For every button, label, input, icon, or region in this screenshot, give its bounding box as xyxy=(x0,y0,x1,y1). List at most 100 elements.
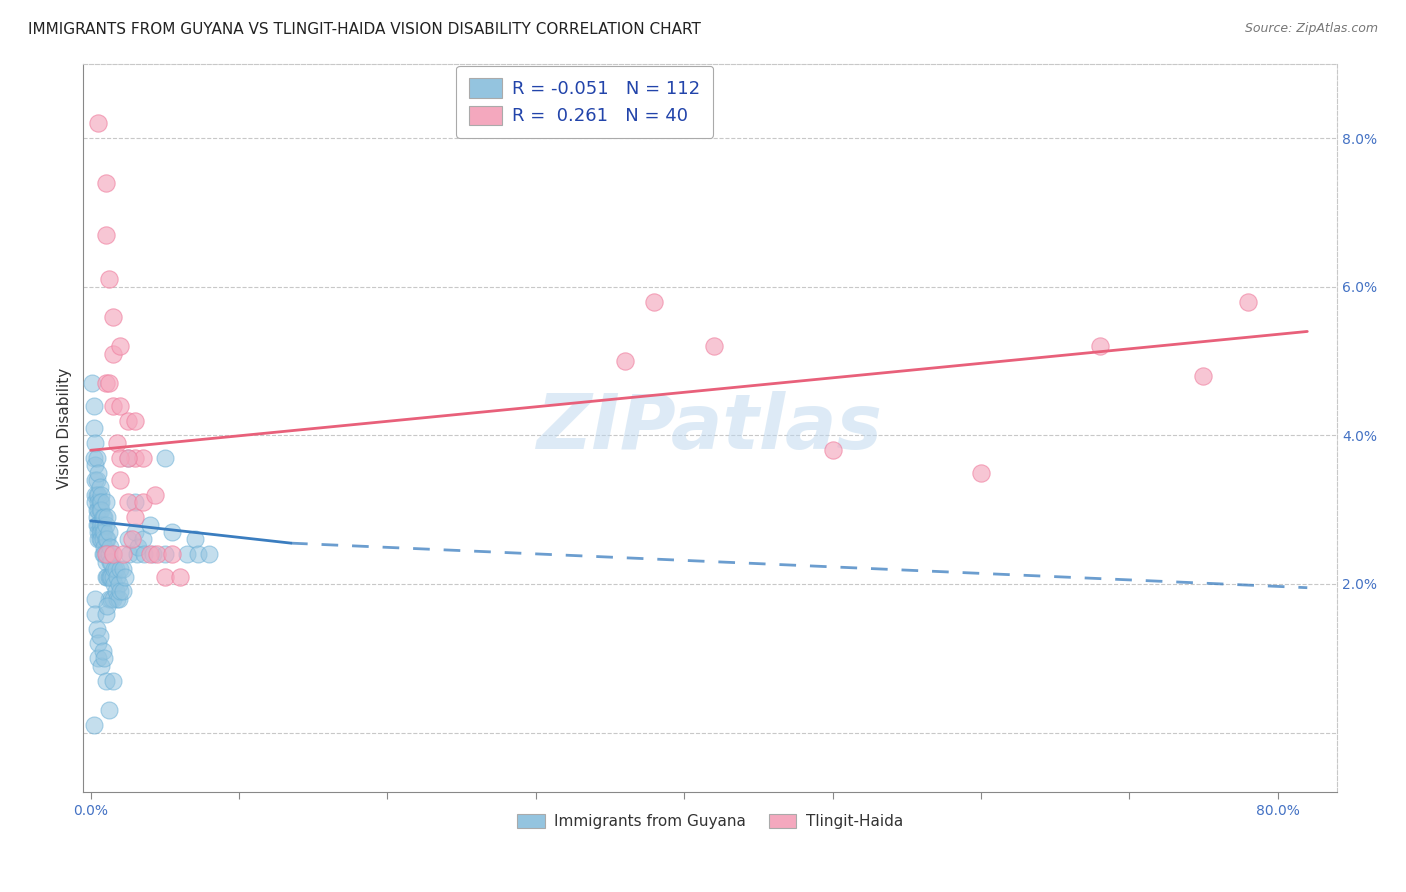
Point xyxy=(91,644,114,658)
Point xyxy=(139,517,162,532)
Point xyxy=(90,495,112,509)
Point xyxy=(86,473,108,487)
Point xyxy=(89,517,111,532)
Point xyxy=(91,533,114,547)
Point xyxy=(131,533,153,547)
Point xyxy=(90,524,112,539)
Point xyxy=(112,562,135,576)
Point xyxy=(117,495,139,509)
Point xyxy=(84,488,107,502)
Point xyxy=(94,607,117,621)
Text: IMMIGRANTS FROM GUYANA VS TLINGIT-HAIDA VISION DISABILITY CORRELATION CHART: IMMIGRANTS FROM GUYANA VS TLINGIT-HAIDA … xyxy=(28,22,702,37)
Point xyxy=(87,636,110,650)
Point xyxy=(97,524,120,539)
Point xyxy=(84,591,107,606)
Point xyxy=(87,502,110,516)
Point xyxy=(613,354,636,368)
Point xyxy=(98,569,121,583)
Point xyxy=(90,502,112,516)
Point xyxy=(93,524,115,539)
Point xyxy=(98,555,121,569)
Point xyxy=(93,651,115,665)
Point xyxy=(91,517,114,532)
Point xyxy=(108,577,131,591)
Point xyxy=(100,569,122,583)
Point xyxy=(117,533,139,547)
Point xyxy=(703,339,725,353)
Point xyxy=(96,533,118,547)
Point xyxy=(86,622,108,636)
Point xyxy=(96,547,118,561)
Point xyxy=(94,227,117,242)
Point xyxy=(97,376,120,391)
Point xyxy=(110,339,132,353)
Point xyxy=(124,510,146,524)
Point xyxy=(100,555,122,569)
Y-axis label: Vision Disability: Vision Disability xyxy=(58,368,72,489)
Point xyxy=(91,510,114,524)
Point xyxy=(110,399,132,413)
Point xyxy=(91,524,114,539)
Point xyxy=(101,310,124,324)
Point xyxy=(142,547,165,561)
Point xyxy=(970,466,993,480)
Point xyxy=(86,488,108,502)
Point xyxy=(89,495,111,509)
Point xyxy=(86,517,108,532)
Text: Source: ZipAtlas.com: Source: ZipAtlas.com xyxy=(1244,22,1378,36)
Point xyxy=(82,376,104,391)
Point xyxy=(84,435,107,450)
Point xyxy=(89,524,111,539)
Point xyxy=(83,450,105,465)
Point xyxy=(103,577,125,591)
Point xyxy=(94,533,117,547)
Point xyxy=(107,569,129,583)
Point xyxy=(169,569,191,583)
Point xyxy=(108,591,131,606)
Point xyxy=(176,547,198,561)
Text: ZIPatlas: ZIPatlas xyxy=(537,391,883,465)
Point xyxy=(87,533,110,547)
Point xyxy=(107,591,129,606)
Point xyxy=(101,569,124,583)
Point xyxy=(94,376,117,391)
Point xyxy=(153,450,176,465)
Point xyxy=(124,524,146,539)
Point xyxy=(83,718,105,732)
Point xyxy=(110,584,132,599)
Point xyxy=(84,607,107,621)
Point xyxy=(821,443,844,458)
Point xyxy=(110,473,132,487)
Point xyxy=(103,562,125,576)
Point xyxy=(131,495,153,509)
Point xyxy=(124,414,146,428)
Point xyxy=(87,495,110,509)
Legend: Immigrants from Guyana, Tlingit-Haida: Immigrants from Guyana, Tlingit-Haida xyxy=(512,808,908,835)
Point xyxy=(117,450,139,465)
Point xyxy=(96,510,118,524)
Point xyxy=(100,591,122,606)
Point xyxy=(89,502,111,516)
Point xyxy=(118,547,141,561)
Point xyxy=(114,569,136,583)
Point xyxy=(84,458,107,472)
Point xyxy=(90,533,112,547)
Point xyxy=(87,466,110,480)
Point xyxy=(94,547,117,561)
Point xyxy=(84,473,107,487)
Point xyxy=(93,547,115,561)
Point xyxy=(101,547,124,561)
Point xyxy=(87,116,110,130)
Point xyxy=(93,540,115,554)
Point xyxy=(87,651,110,665)
Point xyxy=(101,673,124,688)
Point xyxy=(87,488,110,502)
Point xyxy=(94,673,117,688)
Point xyxy=(93,510,115,524)
Point xyxy=(1088,339,1111,353)
Point xyxy=(101,591,124,606)
Point xyxy=(83,421,105,435)
Point xyxy=(125,547,148,561)
Point xyxy=(162,524,184,539)
Point xyxy=(101,347,124,361)
